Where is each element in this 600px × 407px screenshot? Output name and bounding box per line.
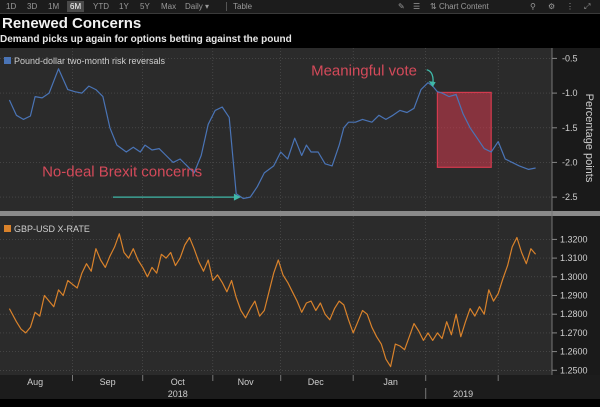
x-axis-strip: [0, 375, 600, 399]
timeframe-1d[interactable]: 1D: [6, 2, 17, 11]
period-label: Daily: [185, 2, 203, 11]
y-tick-label: 1.2600: [560, 347, 588, 357]
y-tick-label: 1.2700: [560, 328, 588, 338]
timeframe-toolbar: 1D 3D 1M 6M YTD 1Y 5Y Max Daily ▾ Table …: [0, 0, 600, 14]
arrowhead-no-deal: [233, 193, 241, 201]
arrowhead-meaningful-vote: [428, 81, 436, 88]
y-tick-label: -0.5: [562, 53, 578, 63]
x-year-label: 2019: [453, 389, 473, 399]
x-tick-label: Aug: [27, 377, 43, 387]
chart-header: Renewed Concerns Demand picks up again f…: [0, 14, 600, 48]
expand-icon[interactable]: ⤢: [584, 2, 591, 11]
highlight-layer: [436, 91, 492, 168]
edit-icon[interactable]: ✎: [398, 2, 405, 11]
table-button[interactable]: Table: [233, 2, 253, 11]
highlight-box: [436, 91, 492, 168]
timeframe-1m[interactable]: 1M: [48, 2, 60, 11]
zoom-icon[interactable]: ⚲: [530, 2, 536, 11]
legend-swatch-gbp-usd: [4, 225, 11, 232]
bottom-strip: [0, 399, 600, 407]
chart-content-label: Chart Content: [438, 2, 489, 11]
x-tick-label: Jan: [383, 377, 398, 387]
chart-content-icon: ⇅: [430, 2, 437, 11]
chart-subtitle: Demand picks up again for options bettin…: [0, 34, 292, 45]
timeframe-5y[interactable]: 5Y: [140, 2, 150, 11]
timeframe-max[interactable]: Max: [161, 2, 177, 11]
chart-canvas: Meaningful vote No-deal Brexit concerns -…: [0, 48, 600, 399]
y-tick-label: 1.3200: [560, 234, 588, 244]
period-select[interactable]: Daily ▾: [185, 1, 209, 12]
chart-title: Renewed Concerns: [2, 15, 142, 32]
legend-gbp-usd: GBP-USD X-RATE: [14, 224, 90, 234]
y-tick-label: 1.2500: [560, 365, 588, 375]
y-tick-label: 1.2900: [560, 291, 588, 301]
toolbar-divider: [226, 2, 227, 11]
timeframe-6m[interactable]: 6M: [67, 1, 85, 12]
options-icon[interactable]: ⋮: [566, 2, 574, 11]
annotation-layer: Meaningful vote No-deal Brexit concerns: [42, 63, 436, 201]
chevron-down-icon: ▾: [205, 2, 210, 11]
y-tick-label: 1.3100: [560, 253, 588, 263]
settings-gear-icon[interactable]: ⚙: [548, 2, 556, 11]
y-tick-label: 1.3000: [560, 272, 588, 282]
axis-layer: -0.5 -1.0 -1.5 -2.0 -2.5 1.3200 1.3100 1.3000 1.…: [27, 53, 588, 399]
y-tick-label: -1.5: [562, 123, 578, 133]
series-layer: [8, 68, 537, 368]
series-line-gbp-usd: [8, 233, 537, 368]
x-tick-label: Dec: [308, 377, 325, 387]
x-year-label: 2018: [168, 389, 188, 399]
series-line-risk-reversal: [8, 68, 536, 200]
settings-icon[interactable]: ☰: [413, 2, 421, 11]
y-tick-label: -2.5: [562, 192, 578, 202]
timeframe-3d[interactable]: 3D: [27, 2, 38, 11]
y-axis-label: Percentage points: [583, 94, 595, 183]
annotation-meaningful-vote: Meaningful vote: [311, 63, 417, 80]
y-tick-label: 1.2800: [560, 309, 588, 319]
y-tick-label: -1.0: [562, 88, 578, 98]
x-tick-label: Oct: [171, 377, 186, 387]
legend-risk-reversals: Pound-dollar two-month risk reversals: [14, 56, 166, 66]
panel-divider: [0, 211, 600, 216]
legend-swatch-risk-reversals: [4, 57, 11, 64]
timeframe-ytd[interactable]: YTD: [93, 2, 109, 11]
y-tick-label: -2.0: [562, 157, 578, 167]
annotation-no-deal: No-deal Brexit concerns: [42, 163, 202, 180]
chart-content-button[interactable]: ⇅ Chart Content: [430, 1, 489, 12]
timeframe-1y[interactable]: 1Y: [119, 2, 129, 11]
x-tick-label: Sep: [100, 377, 116, 387]
x-tick-label: Nov: [238, 377, 255, 387]
